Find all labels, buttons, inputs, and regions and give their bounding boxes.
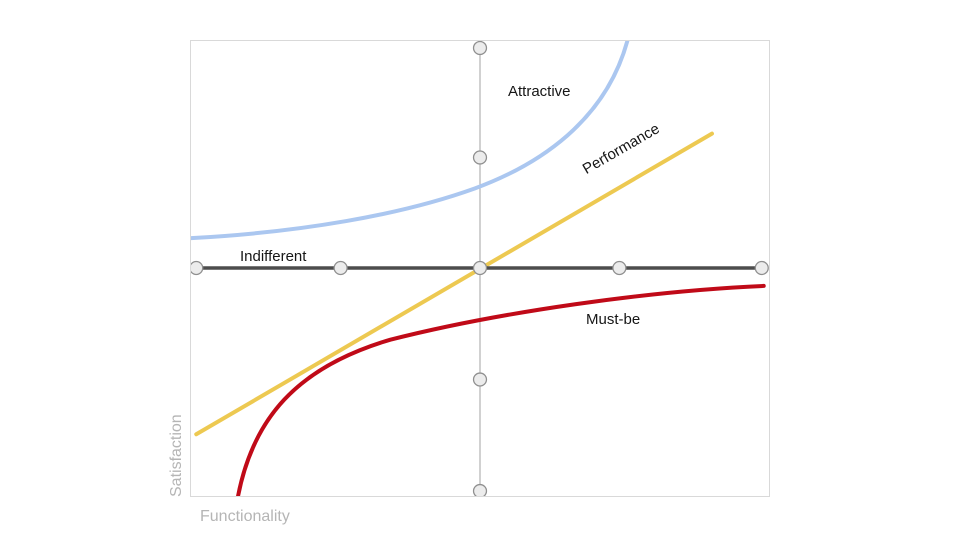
selection-handle-icon[interactable] (333, 260, 348, 276)
selection-handle-icon[interactable] (472, 483, 488, 496)
x-axis-label: Functionality (200, 508, 290, 525)
must-be-curve[interactable] (236, 283, 766, 496)
attractive-label[interactable]: Attractive (508, 83, 571, 100)
selection-handle-icon[interactable] (754, 260, 769, 276)
kano-chart-area (190, 40, 770, 497)
selection-handle-icon[interactable] (472, 41, 488, 56)
must-be-label[interactable]: Must-be (586, 311, 641, 328)
selection-handle-icon[interactable] (191, 260, 204, 276)
attractive-curve[interactable] (191, 41, 630, 241)
indifferent-label[interactable]: Indifferent (240, 248, 307, 265)
selection-handle-icon[interactable] (472, 260, 488, 276)
selection-handle-icon[interactable] (472, 150, 488, 165)
performance-line[interactable] (194, 131, 714, 437)
selection-handle-icon[interactable] (612, 260, 627, 276)
selection-handle-icon[interactable] (472, 372, 488, 387)
y-axis-label: Satisfaction (168, 414, 185, 497)
